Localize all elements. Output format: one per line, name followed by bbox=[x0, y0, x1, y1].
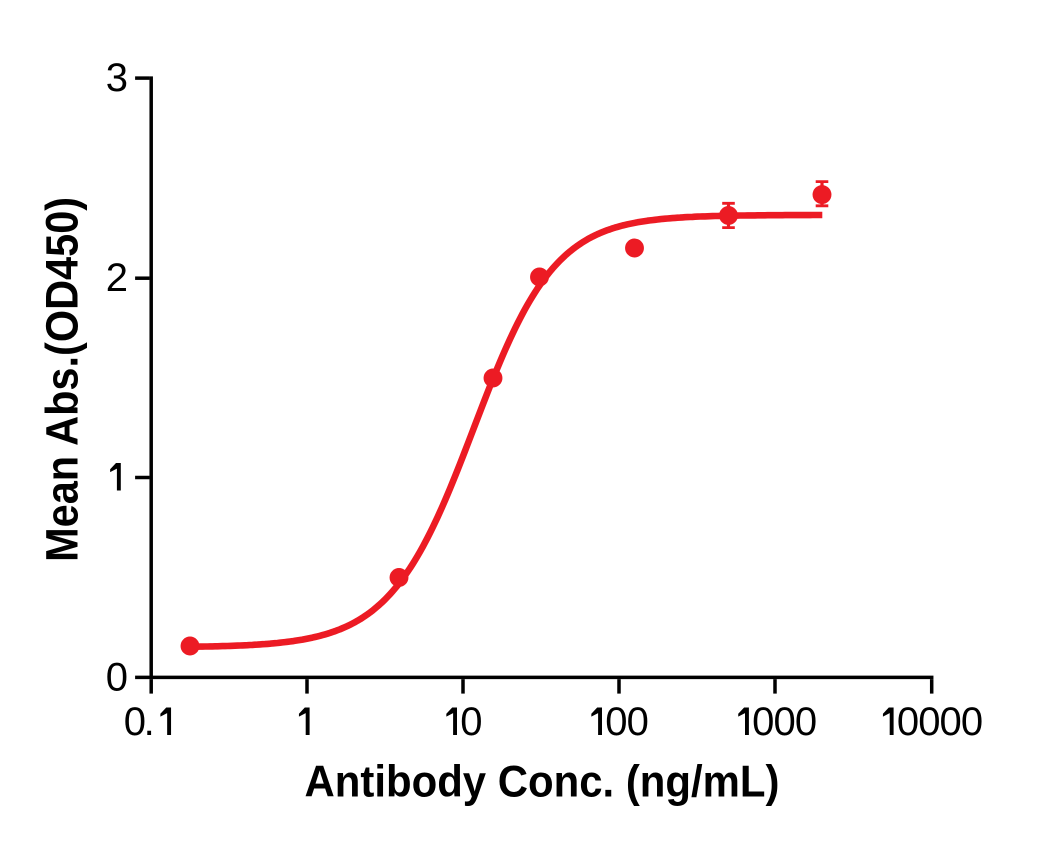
svg-text:Antibody Conc. (ng/mL): Antibody Conc. (ng/mL) bbox=[305, 758, 780, 807]
svg-text:.: . bbox=[144, 700, 155, 744]
svg-text:0: 0 bbox=[106, 655, 128, 699]
svg-text:0: 0 bbox=[961, 700, 983, 744]
svg-text:Mean Abs.(OD450): Mean Abs.(OD450) bbox=[37, 197, 88, 562]
svg-text:0: 0 bbox=[918, 700, 940, 744]
svg-text:0: 0 bbox=[774, 700, 796, 744]
svg-text:0: 0 bbox=[460, 700, 482, 744]
svg-text:0: 0 bbox=[795, 700, 817, 744]
svg-text:0: 0 bbox=[752, 700, 774, 744]
svg-text:0: 0 bbox=[627, 700, 649, 744]
svg-text:0: 0 bbox=[605, 700, 627, 744]
svg-text:3: 3 bbox=[106, 56, 128, 100]
svg-text:0: 0 bbox=[897, 700, 919, 744]
svg-text:2: 2 bbox=[106, 256, 128, 300]
svg-text:0: 0 bbox=[124, 700, 146, 744]
svg-text:0: 0 bbox=[940, 700, 962, 744]
